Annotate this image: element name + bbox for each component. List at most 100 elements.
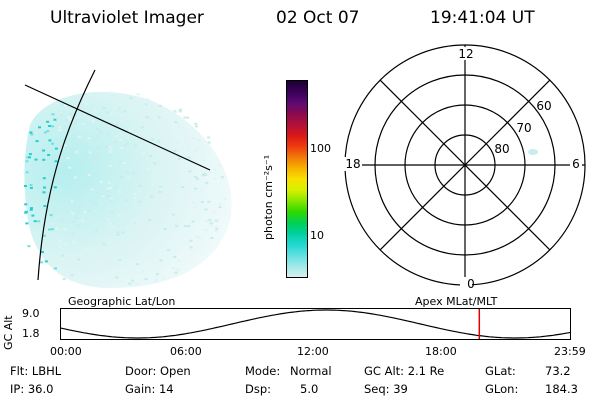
emission-pixel xyxy=(75,119,79,121)
emission-pixel xyxy=(65,210,69,213)
emission-pixel xyxy=(202,172,206,175)
emission-pixel xyxy=(163,230,167,233)
emission-pixel xyxy=(202,159,206,162)
emission-pixel xyxy=(167,199,171,202)
emission-pixel xyxy=(186,143,190,146)
emission-pixel xyxy=(24,210,28,213)
emission-pixel xyxy=(29,208,33,211)
colorbar-units: photon cm⁻²s⁻¹ xyxy=(262,154,275,240)
emission-pixel xyxy=(77,258,81,261)
emission-pixel xyxy=(101,195,105,198)
emission-pixel xyxy=(182,170,186,173)
emission-pixel xyxy=(187,156,191,159)
emission-pixel xyxy=(54,147,58,150)
emission-pixel xyxy=(129,129,133,132)
emission-pixel xyxy=(53,186,57,189)
date-label: 02 Oct 07 xyxy=(276,8,360,28)
emission-pixel xyxy=(124,199,128,202)
door-info: Door: Open xyxy=(125,364,191,378)
emission-pixel xyxy=(209,222,213,225)
emission-pixel xyxy=(70,148,74,151)
emission-pixel xyxy=(31,214,35,217)
emission-pixel xyxy=(215,227,219,230)
emission-pixel xyxy=(95,128,99,131)
emission-pixel xyxy=(127,176,130,179)
emission-pixel xyxy=(218,164,222,167)
emission-pixel xyxy=(189,246,193,249)
emission-pixel xyxy=(195,235,199,238)
emission-pixel xyxy=(173,256,177,258)
emission-pixel xyxy=(62,151,66,154)
emission-pixel xyxy=(88,94,92,97)
emission-pixel xyxy=(161,277,165,280)
emission-pixel xyxy=(106,187,110,190)
colorbar-gradient xyxy=(287,81,307,277)
emission-pixel xyxy=(109,147,113,150)
emission-pixel xyxy=(120,147,124,149)
timeline-tick-0000: 00:00 xyxy=(50,345,82,358)
emission-pixel xyxy=(109,200,113,203)
emission-pixel xyxy=(25,160,29,163)
emission-pixel xyxy=(157,140,160,143)
emission-pixel xyxy=(220,176,224,179)
emission-pixel xyxy=(171,167,175,170)
emission-pixel xyxy=(115,123,119,126)
emission-pixel xyxy=(136,93,140,96)
polar-ring-label-60: 60 xyxy=(536,99,551,113)
emission-pixel xyxy=(183,116,187,119)
emission-pixel xyxy=(158,104,162,107)
emission-pixel xyxy=(146,167,150,170)
emission-pixel xyxy=(133,222,137,224)
emission-pixel xyxy=(120,176,124,178)
colorbar-tick-10: 10 xyxy=(310,229,324,242)
emission-pixel xyxy=(133,109,137,112)
geographic-label: Geographic Lat/Lon xyxy=(68,295,176,308)
emission-pixel xyxy=(73,122,77,125)
emission-pixel xyxy=(104,236,108,239)
emission-pixel xyxy=(150,183,154,186)
emission-pixel xyxy=(56,117,59,120)
emission-pixel xyxy=(141,152,145,155)
emission-pixel xyxy=(144,239,148,242)
emission-pixel xyxy=(148,155,152,158)
mode-label: Mode: xyxy=(245,364,281,378)
emission-pixel xyxy=(176,179,179,181)
emission-pixel xyxy=(195,177,199,180)
emission-pixel xyxy=(74,184,78,187)
emission-pixel xyxy=(29,184,33,186)
glat-value: 73.2 xyxy=(545,364,571,378)
emission-pixel xyxy=(197,139,200,142)
emission-pixel xyxy=(58,143,62,146)
emission-pixel xyxy=(145,116,149,119)
emission-pixel xyxy=(60,103,64,106)
emission-pixel xyxy=(179,108,182,111)
emission-pixel xyxy=(146,98,149,101)
emission-pixel xyxy=(61,147,65,150)
glon-value: 184.3 xyxy=(545,382,578,396)
emission-pixel xyxy=(42,191,46,194)
timeline-tick-1800: 18:00 xyxy=(425,345,457,358)
emission-pixel xyxy=(72,221,76,223)
emission-pixel xyxy=(194,175,197,178)
emission-pixel xyxy=(139,227,143,230)
altitude-curve xyxy=(60,309,572,339)
emission-pixel xyxy=(122,162,126,164)
emission-pixel xyxy=(123,264,127,267)
emission-pixel xyxy=(207,141,211,144)
emission-pixel xyxy=(95,147,99,150)
emission-pixel xyxy=(55,227,59,230)
emission-pixel xyxy=(160,187,163,190)
polar-label-18: 18 xyxy=(345,157,360,171)
emission-pixel xyxy=(157,116,161,119)
emission-pixel xyxy=(51,142,54,145)
altitude-timeline xyxy=(60,308,572,340)
emission-pixel xyxy=(108,246,112,249)
emission-pixel xyxy=(113,186,117,189)
emission-pixel xyxy=(159,259,163,262)
emission-pixel xyxy=(107,133,110,136)
emission-pixel xyxy=(111,226,115,229)
emission-pixel xyxy=(121,231,125,234)
emission-pixel xyxy=(114,106,118,109)
emission-pixel xyxy=(129,266,133,269)
emission-pixel xyxy=(128,105,132,108)
